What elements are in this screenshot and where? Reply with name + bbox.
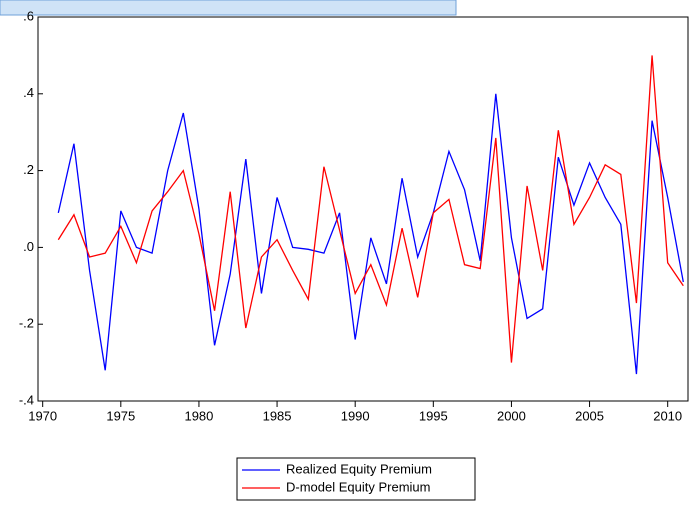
series-line [57,93,684,375]
x-tick-label: 2000 [497,408,526,423]
series-line [57,55,684,363]
y-tick-label: -.2 [19,316,34,331]
x-tick-label: 2010 [653,408,682,423]
y-tick-label: .2 [23,162,34,177]
x-tick-label: 1990 [341,408,370,423]
legend-label: Realized Equity Premium [286,461,432,476]
plot-frame [37,16,689,402]
x-tick-label: 1975 [106,408,135,423]
x-tick-label: 1985 [263,408,292,423]
x-tick-label: 1980 [184,408,213,423]
y-tick-label: -.4 [19,392,34,407]
x-tick-label: 2005 [575,408,604,423]
y-tick-label: .0 [23,239,34,254]
header-band [0,0,457,16]
x-tick-label: 1995 [419,408,448,423]
x-tick-label: 1970 [28,408,57,423]
legend-box [236,457,476,501]
y-tick-label: .6 [23,8,34,23]
legend-label: D-model Equity Premium [286,479,431,494]
y-tick-label: .4 [23,85,34,100]
